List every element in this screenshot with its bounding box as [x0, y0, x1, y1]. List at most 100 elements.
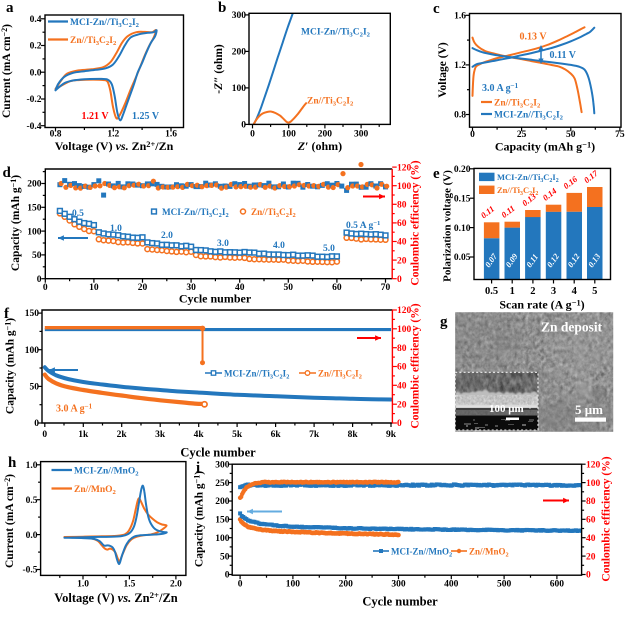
svg-text:40: 40 — [397, 382, 407, 392]
svg-text:300: 300 — [354, 130, 369, 140]
svg-text:3.0: 3.0 — [217, 239, 229, 249]
svg-text:6k: 6k — [271, 430, 282, 440]
svg-text:80: 80 — [397, 201, 407, 211]
svg-text:50: 50 — [30, 383, 40, 393]
svg-text:8k: 8k — [348, 430, 359, 440]
svg-text:Capacity (mAh g−1): Capacity (mAh g−1) — [9, 175, 22, 271]
svg-text:b: b — [218, 0, 226, 16]
svg-text:0: 0 — [250, 130, 255, 140]
svg-text:Capacity (mAh g−1): Capacity (mAh g−1) — [3, 318, 16, 414]
svg-text:120: 120 — [397, 163, 412, 173]
svg-text:MCI-Zn//MnO2: MCI-Zn//MnO2 — [74, 467, 139, 478]
svg-text:0.5: 0.5 — [485, 286, 498, 297]
svg-text:3: 3 — [551, 286, 556, 297]
svg-text:0: 0 — [397, 419, 402, 429]
svg-text:2k: 2k — [117, 430, 128, 440]
svg-text:80: 80 — [586, 497, 596, 507]
svg-text:Coulombic efficiency (%): Coulombic efficiency (%) — [410, 160, 422, 285]
svg-text:MCI-Zn//Ti3C2I2: MCI-Zn//Ti3C2I2 — [301, 28, 371, 39]
svg-text:50: 50 — [220, 552, 230, 562]
svg-text:0.8: 0.8 — [454, 111, 466, 121]
svg-text:0: 0 — [225, 571, 230, 581]
svg-text:1.0: 1.0 — [110, 224, 122, 234]
svg-text:0.13 V: 0.13 V — [520, 32, 548, 43]
svg-text:1.2: 1.2 — [107, 130, 119, 140]
svg-text:3.0 A g−1: 3.0 A g−1 — [482, 82, 519, 94]
svg-text:20: 20 — [586, 552, 596, 562]
svg-text:5k: 5k — [232, 430, 243, 440]
svg-text:MCI-Zn//Ti3C2I2: MCI-Zn//Ti3C2I2 — [224, 369, 289, 381]
svg-text:70: 70 — [381, 283, 391, 293]
svg-text:100: 100 — [25, 346, 40, 356]
svg-text:50: 50 — [284, 283, 294, 293]
svg-text:60: 60 — [586, 516, 596, 526]
svg-text:100: 100 — [282, 130, 297, 140]
svg-text:25: 25 — [517, 130, 527, 140]
svg-text:1.6: 1.6 — [165, 130, 177, 140]
svg-text:0.10: 0.10 — [454, 224, 471, 234]
svg-text:-0.2: -0.2 — [26, 95, 41, 105]
svg-text:h: h — [8, 455, 17, 471]
svg-text:Current (mA cm−2): Current (mA cm−2) — [0, 24, 13, 118]
svg-text:Capacity (mAh g−1): Capacity (mAh g−1) — [192, 471, 205, 567]
svg-text:i: i — [196, 460, 200, 476]
svg-text:3.0 A g−1: 3.0 A g−1 — [56, 403, 93, 415]
svg-text:Zn//Ti3C2I2: Zn//Ti3C2I2 — [318, 369, 362, 381]
svg-text:40: 40 — [586, 534, 596, 544]
svg-text:0.15: 0.15 — [454, 194, 471, 204]
svg-text:200: 200 — [27, 180, 42, 190]
svg-text:200: 200 — [339, 580, 354, 590]
svg-text:500: 500 — [497, 580, 512, 590]
svg-text:150: 150 — [25, 309, 40, 319]
svg-text:0.5 A g−1: 0.5 A g−1 — [346, 220, 380, 231]
svg-text:MCI-Zn//Ti3C2I2: MCI-Zn//Ti3C2I2 — [70, 18, 140, 29]
svg-text:5.0: 5.0 — [323, 244, 335, 254]
svg-text:Zn//Ti3C2I2: Zn//Ti3C2I2 — [307, 97, 354, 108]
svg-text:4k: 4k — [194, 430, 205, 440]
svg-text:MCI-Zn//MnO2: MCI-Zn//MnO2 — [391, 547, 452, 559]
svg-text:0: 0 — [586, 571, 591, 581]
svg-text:1.0: 1.0 — [26, 461, 38, 471]
svg-text:1.21 V: 1.21 V — [82, 111, 110, 122]
svg-text:1.2: 1.2 — [454, 61, 466, 71]
svg-text:0.11 V: 0.11 V — [550, 50, 577, 61]
svg-text:50: 50 — [566, 130, 576, 140]
svg-text:40: 40 — [235, 283, 245, 293]
svg-text:60: 60 — [332, 283, 342, 293]
svg-text:1.5: 1.5 — [123, 580, 135, 590]
svg-text:60: 60 — [397, 219, 407, 229]
svg-text:Zn//Ti3C2I2: Zn//Ti3C2I2 — [497, 185, 538, 197]
svg-text:e: e — [433, 166, 440, 182]
svg-text:0: 0 — [34, 419, 39, 429]
svg-text:100: 100 — [232, 84, 247, 94]
svg-text:4.0: 4.0 — [273, 241, 285, 251]
svg-text:Zn//MnO2: Zn//MnO2 — [74, 485, 117, 496]
svg-text:10: 10 — [89, 283, 99, 293]
svg-text:0.4: 0.4 — [30, 15, 42, 25]
svg-text:-Z″ (ohm): -Z″ (ohm) — [213, 44, 225, 94]
svg-text:1.25 V: 1.25 V — [132, 111, 160, 122]
svg-text:3k: 3k — [155, 430, 166, 440]
svg-text:100: 100 — [286, 580, 301, 590]
svg-text:Voltage (V): Voltage (V) — [437, 42, 449, 98]
svg-text:Zn deposit: Zn deposit — [541, 320, 603, 335]
svg-text:20: 20 — [138, 283, 148, 293]
svg-text:0.05: 0.05 — [454, 253, 471, 263]
svg-text:g: g — [440, 314, 448, 330]
svg-text:Cycle number: Cycle number — [179, 292, 252, 306]
svg-text:Coulombic efficiency (%): Coulombic efficiency (%) — [601, 456, 613, 581]
svg-text:0.5: 0.5 — [26, 496, 38, 506]
svg-text:600: 600 — [550, 580, 565, 590]
svg-text:MCI-Zn//Ti3C2I2: MCI-Zn//Ti3C2I2 — [162, 207, 229, 219]
svg-text:-0.4: -0.4 — [26, 122, 41, 132]
svg-text:2: 2 — [530, 286, 535, 297]
svg-text:20: 20 — [397, 400, 407, 410]
svg-text:0.0: 0.0 — [26, 531, 38, 541]
svg-text:MCI-Zn//Ti3C2I2: MCI-Zn//Ti3C2I2 — [497, 172, 559, 184]
svg-text:f: f — [4, 306, 10, 322]
svg-text:5: 5 — [592, 286, 597, 297]
svg-text:2.0: 2.0 — [170, 580, 182, 590]
svg-text:120: 120 — [397, 306, 412, 316]
svg-text:100: 100 — [215, 534, 230, 544]
svg-text:75: 75 — [615, 130, 625, 140]
